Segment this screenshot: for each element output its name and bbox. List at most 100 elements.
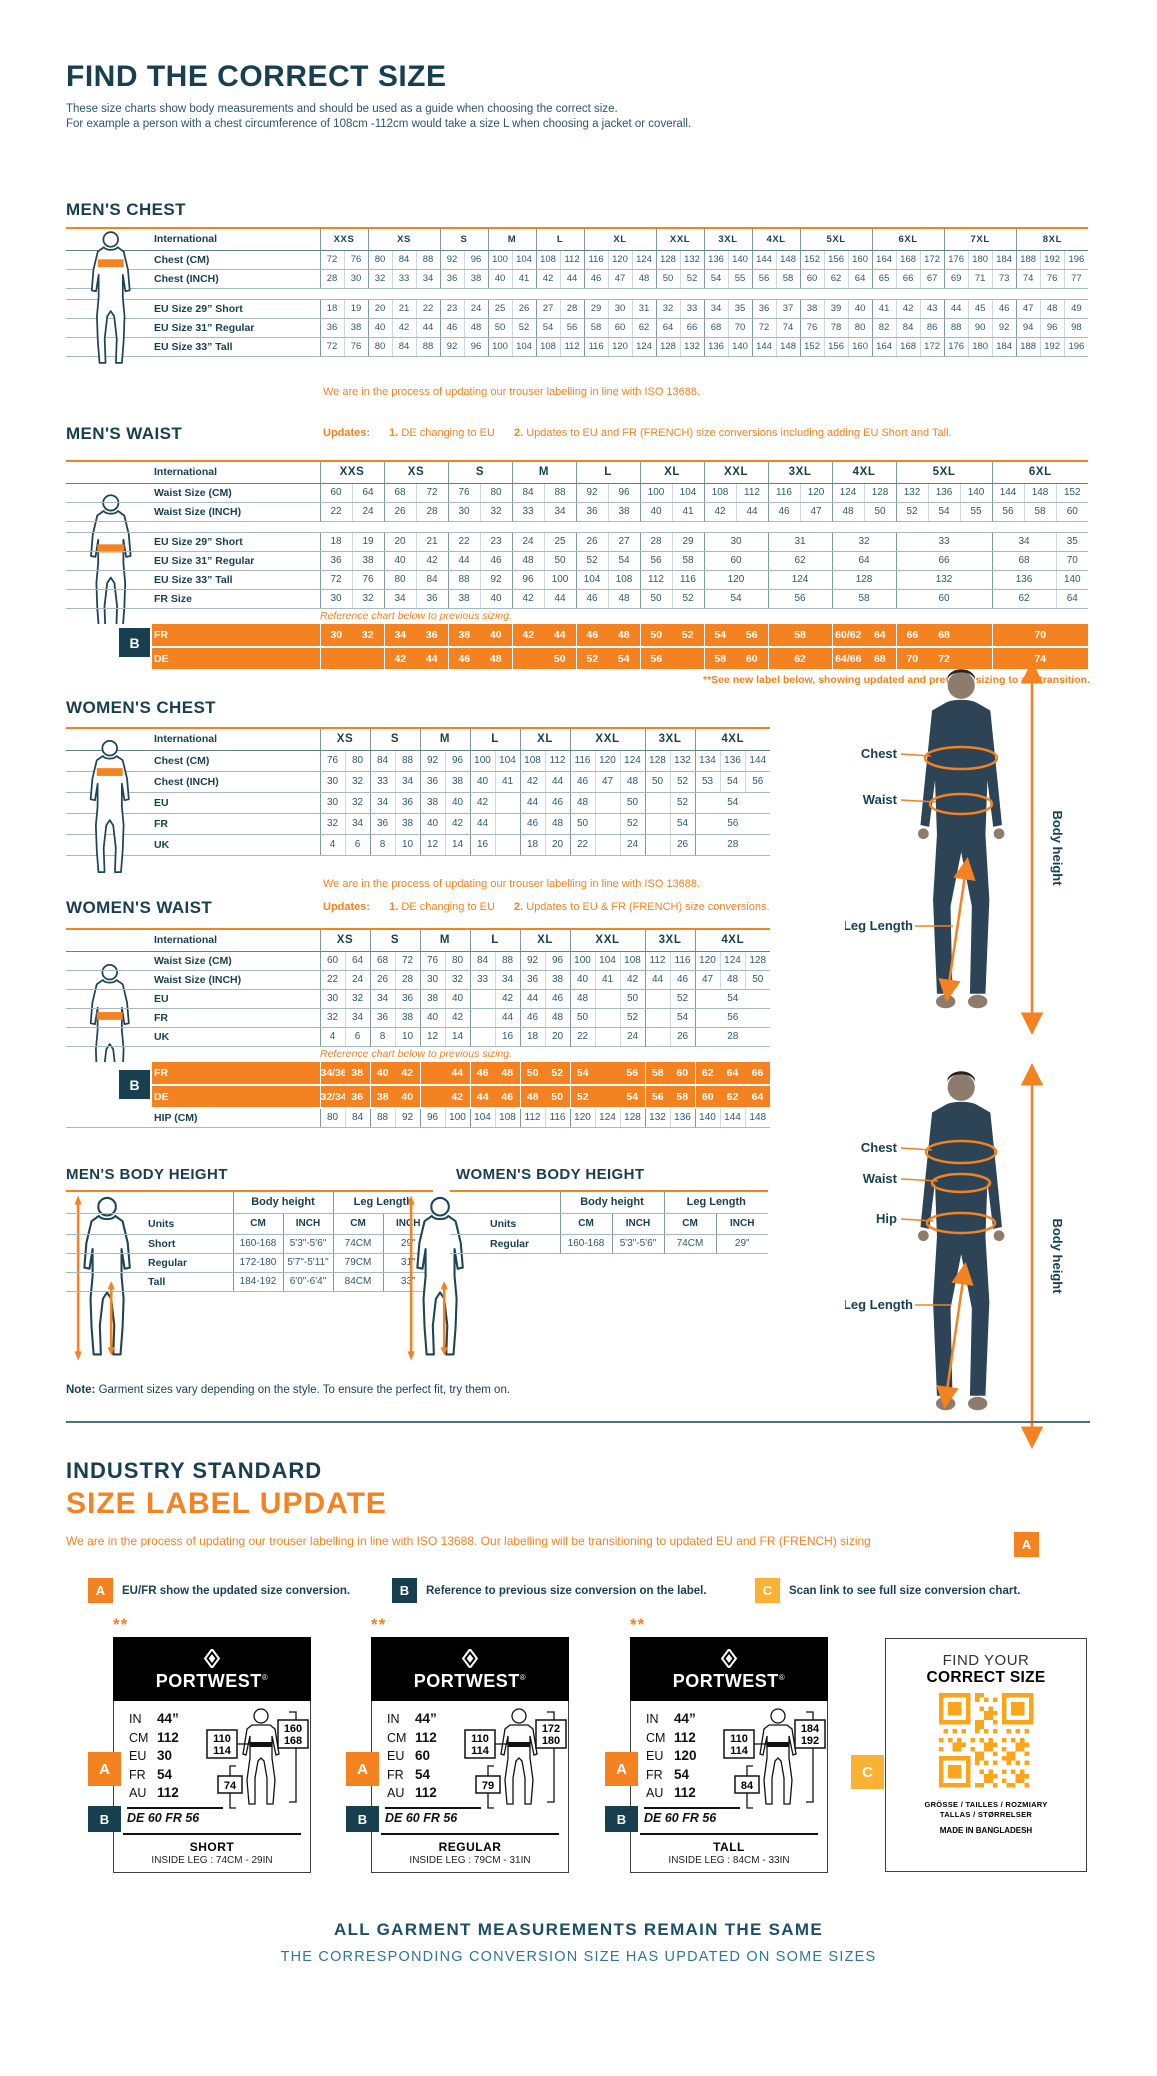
size-cell: 48 (569, 989, 596, 1009)
span: FR (387, 1767, 404, 1782)
size-column-header: XL (519, 728, 571, 751)
size-cell: 176 (943, 337, 969, 357)
size-spec-list: IN 44” CM 112 EU 30 FR 54 AU 112 (129, 1710, 179, 1803)
rect (1010, 1756, 1015, 1761)
size-cell: 48 (463, 318, 489, 338)
table-row (66, 288, 1089, 300)
size-cell: 76 (419, 951, 446, 971)
legend-text-c: Scan link to see full size conversion ch… (789, 1584, 1021, 1597)
size-cell: 84 (511, 483, 545, 503)
size-cell: 58 (583, 318, 609, 338)
rect (1001, 1769, 1006, 1774)
size-cell: 136 (991, 570, 1057, 590)
rect (979, 1751, 984, 1756)
size-cell: 72 (928, 647, 961, 671)
size-cell: 80 (479, 483, 513, 503)
rect (1024, 1783, 1029, 1788)
mens_waist-table: International XXS XS S M L XL XXL 3XL 4XL 5XL 6XL Wa… (66, 460, 1089, 671)
size-cell: 22 (415, 299, 441, 319)
garment-label-card: PORTWEST® IN 44” CM 112 EU 30 FR 54 AU 112 DE 60 FR… (113, 1637, 311, 1873)
size-cell (644, 1027, 671, 1047)
size-cell: 32 (351, 589, 384, 609)
size-cell: 164 (871, 337, 897, 357)
size-cell: 40 (419, 813, 446, 835)
size-cell: 60 (319, 951, 345, 971)
size-cell: 18 (319, 532, 352, 552)
size-cell: 32 (319, 813, 345, 835)
size-cell: 80 (319, 1108, 345, 1128)
reference-b-badge: B (119, 1070, 150, 1099)
size-cell: 47 (594, 771, 621, 793)
size-spec-row: CM 112 (646, 1729, 697, 1748)
size-cell: 23 (479, 532, 513, 552)
size-cell: 6 (344, 834, 371, 856)
size-cell: 32 (319, 1008, 345, 1028)
span: CM (387, 1730, 407, 1745)
size-cell: 104 (671, 483, 705, 503)
polygon (74, 1351, 82, 1361)
table-row: Units CM INCH CM INCH (66, 1213, 433, 1235)
size-cell: 35 (1055, 532, 1089, 552)
mens-body-height-section: MEN'S BODY HEIGHT Body height Leg Length U… (66, 1166, 516, 1361)
size-cell: 42 (535, 269, 561, 289)
rect (1019, 1742, 1024, 1747)
size-cell: 36 (319, 551, 352, 571)
size-column-header: S (447, 461, 513, 484)
size-cell: 70 (895, 647, 929, 671)
rect (974, 1697, 979, 1702)
size-cell: 100 (444, 1108, 471, 1128)
size-cell: 10 (394, 834, 421, 856)
size-cell: 56 (767, 589, 833, 609)
size-cell: 28 (394, 970, 421, 990)
size-cell: 42 (619, 970, 646, 990)
size-cell: 62 (767, 551, 833, 571)
size-cell: 34 (344, 813, 371, 835)
size-cell: 30 (319, 771, 345, 793)
size-column-header: 3XL (703, 228, 753, 251)
mens-chest-table-mount: International XXS XS S M L XL XXL 3XL 4XL 5XL 6XL 7X… (66, 227, 1090, 357)
rect (508, 1742, 530, 1747)
size-cell: 76 (447, 483, 481, 503)
size-cell: 24 (463, 299, 489, 319)
size-cell: 38 (369, 1085, 396, 1109)
size-cell: 24 (619, 1027, 646, 1047)
rect (535, 1719, 567, 1749)
size-cell: 128 (831, 570, 897, 590)
rect (974, 1751, 979, 1756)
size-cell: 44 (494, 1008, 521, 1028)
size-cell: 42 (415, 551, 449, 571)
circle (993, 828, 1005, 840)
size-column-header: 3XL (644, 929, 696, 952)
womens-measurement-diagram: Chest Waist Hip Leg Length Body height (843, 1052, 1075, 1457)
size-cell: 20 (367, 299, 392, 319)
section-title-mens-waist: MEN'S WAIST (66, 424, 183, 443)
size-cell: 38 (799, 299, 825, 319)
table-cell (66, 1046, 320, 1062)
womens-chest-section: WOMEN'S CHEST International XS S M L XL XXL 3XL… (66, 698, 772, 873)
size-cell: 4 (319, 1027, 345, 1047)
spec-divider (385, 1807, 481, 1809)
units-label: Units (450, 1213, 560, 1235)
size-cell: 55 (727, 269, 753, 289)
rect (1019, 1774, 1024, 1779)
table-row: Regular 160-168 5'3"-5'6" 74CM 29" (450, 1234, 768, 1254)
line (936, 1262, 974, 1409)
size-cell: 64 (655, 318, 681, 338)
size-cell (672, 647, 705, 671)
size-cell: 16 (494, 1027, 521, 1047)
height-cell: 74CM (663, 1234, 716, 1254)
table-row: Chest (CM) 76 80 84 88 92 96 100 104 108 112 116 120… (66, 750, 771, 772)
path (242, 1724, 280, 1805)
size-cell: 76 (799, 318, 825, 338)
table-row: Reference chart below to previous sizing… (66, 1046, 770, 1062)
size-cell: 96 (544, 951, 571, 971)
size-cell: 124 (619, 750, 646, 772)
a-badge: A (1014, 1532, 1039, 1557)
rect (947, 1738, 952, 1743)
size-cell: 36 (319, 318, 344, 338)
size-cell: 96 (463, 337, 489, 357)
size-cell (469, 989, 496, 1009)
size-cell: 53 (694, 771, 721, 793)
size-cell: 72 (319, 337, 344, 357)
size-cell: 72 (319, 250, 344, 270)
